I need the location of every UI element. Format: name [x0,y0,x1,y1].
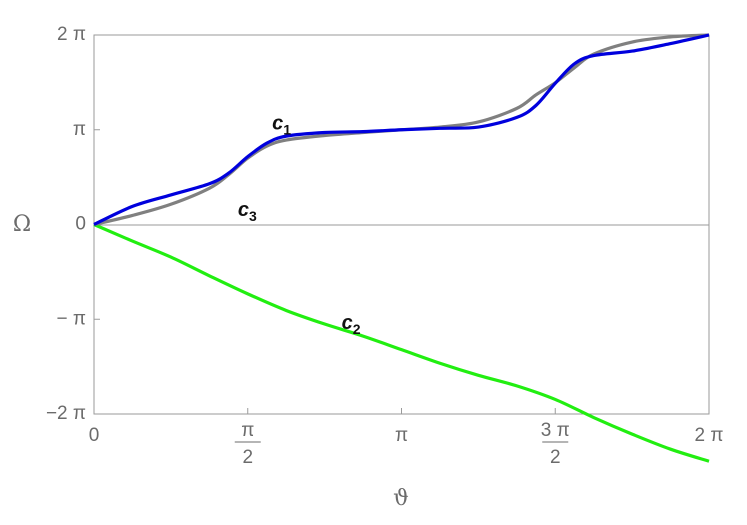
curve-label-c2: c2 [342,312,361,337]
y-tick-label: 0 [75,214,86,235]
x-tick-label: 2 π [695,425,724,446]
x-tick-label: π [395,425,408,446]
y-axis-label: Ω [13,212,31,237]
y-tick-label: − π [57,308,86,329]
x-tick-numerator: π [241,420,254,441]
y-tick-label: 2 π [57,24,86,45]
series-line-c1 [93,33,710,226]
annotation-group: c1 c3 c2 [238,112,361,337]
x-tick-label: 0 [89,425,100,446]
x-axis-label: ϑ [393,486,409,511]
curve-label-c3: c3 [238,199,257,224]
x-tick-denominator: 2 [550,447,561,468]
x-tick-numerator: 3 π [541,420,570,441]
y-tick-label: −2 π [46,403,86,424]
y-tick-label: π [73,119,86,140]
series-line-c2 [93,223,710,463]
x-tick-denominator: 2 [242,447,253,468]
curve-label-c1: c1 [272,112,291,137]
series-group [93,33,710,463]
